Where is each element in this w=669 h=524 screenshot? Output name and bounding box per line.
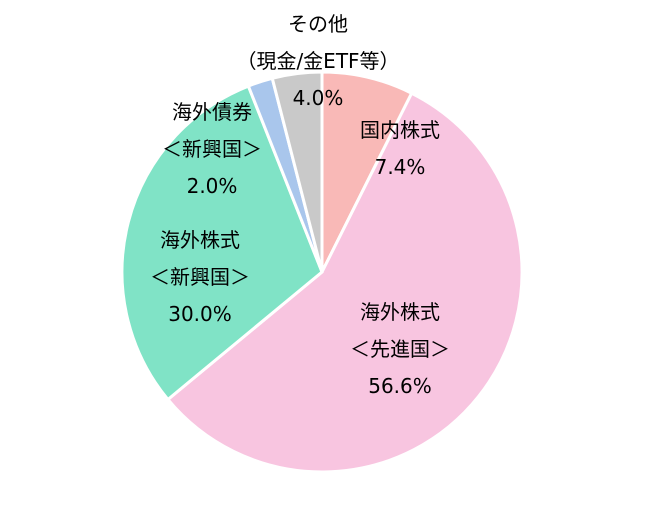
category-label: その他 （現金/金ETF等）	[236, 12, 400, 73]
category-label: 海外債券 ＜新興国＞	[162, 100, 262, 161]
slice-label: 国内株式 7.4%	[360, 112, 440, 186]
slice-label: 海外株式 ＜先進国＞ 56.6%	[350, 294, 450, 405]
slice-label: 海外株式 ＜新興国＞ 30.0%	[150, 222, 250, 333]
value-label: 56.6%	[368, 374, 432, 398]
category-label: 国内株式	[360, 118, 440, 142]
pie-slice	[270, 70, 324, 273]
pie-slice	[120, 84, 324, 402]
category-label: 海外株式 ＜新興国＞	[150, 228, 250, 289]
pie-slice	[165, 91, 524, 474]
value-label: 30.0%	[168, 302, 232, 326]
value-label: 7.4%	[374, 155, 426, 179]
slice-label: その他 （現金/金ETF等） 4.0%	[236, 6, 399, 117]
category-label: 海外株式 ＜先進国＞	[350, 300, 450, 361]
value-label: 4.0%	[292, 86, 344, 110]
slice-label: 海外債券 ＜新興国＞ 2.0%	[162, 94, 262, 205]
value-label: 2.0%	[186, 174, 238, 198]
